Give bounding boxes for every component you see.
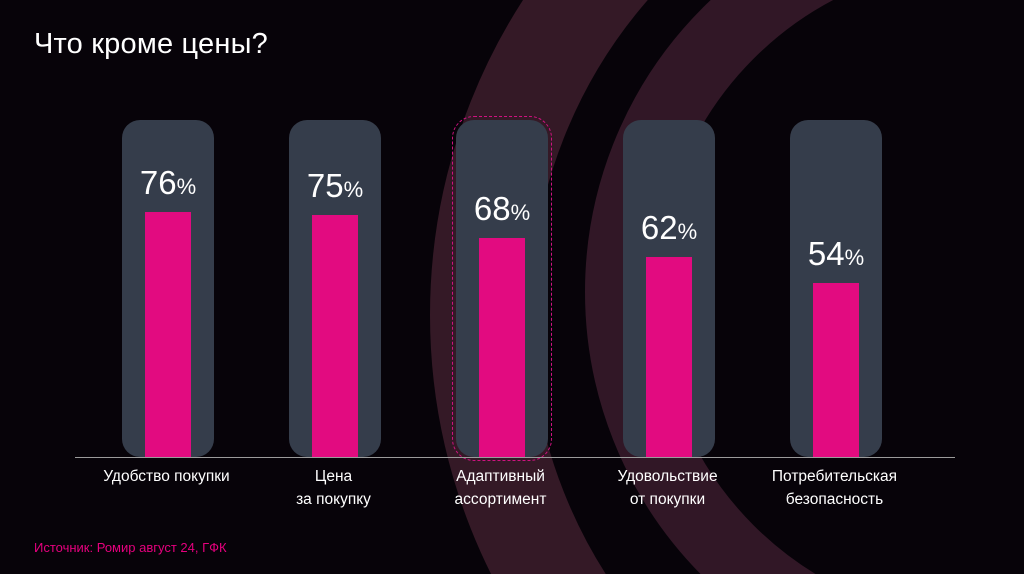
category-label: Удовольствие от покупки xyxy=(617,468,718,509)
category-label: Удобство покупки xyxy=(103,468,230,485)
bar xyxy=(813,283,859,457)
bar-value-label: 76% xyxy=(102,164,234,202)
bar-value-label: 54% xyxy=(770,235,902,273)
bar xyxy=(479,238,525,457)
bar-chart: 76% 75% 68% 62% 54% xyxy=(122,116,882,461)
bar xyxy=(145,212,191,457)
bar-value: 68 xyxy=(473,190,511,227)
chart-column-udovolstvie: 62% xyxy=(623,120,715,457)
bar-value: 62 xyxy=(640,209,678,246)
percent-sign: % xyxy=(176,174,197,199)
bar-value-label: 75% xyxy=(269,167,401,205)
source-note: Источник: Ромир август 24, ГФК xyxy=(34,540,227,555)
category-label: Адаптивный ассортимент xyxy=(454,468,547,509)
chart-column-udobstvo: 76% xyxy=(122,120,214,457)
category-labels: Удобство покупки Цена за покупку Адаптив… xyxy=(83,465,918,512)
chart-column-cena: 75% xyxy=(289,120,381,457)
category-label: Потребительская безопасность xyxy=(771,468,898,509)
percent-sign: % xyxy=(343,177,364,202)
slide-title: Что кроме цены? xyxy=(34,28,268,60)
percent-sign: % xyxy=(510,200,531,225)
bar-value-label: 62% xyxy=(603,209,735,247)
percent-sign: % xyxy=(677,219,698,244)
chart-column-assortiment: 68% xyxy=(452,116,552,461)
bar xyxy=(646,257,692,457)
percent-sign: % xyxy=(844,245,865,270)
bar xyxy=(312,215,358,457)
bar-value: 75 xyxy=(306,167,344,204)
category-label: Цена за покупку xyxy=(296,468,371,509)
bar-value: 54 xyxy=(807,235,845,272)
bar-value-label: 68% xyxy=(436,190,568,228)
chart-column-bezopasnost: 54% xyxy=(790,120,882,457)
bar-value: 76 xyxy=(139,164,177,201)
axis-line xyxy=(75,457,955,458)
